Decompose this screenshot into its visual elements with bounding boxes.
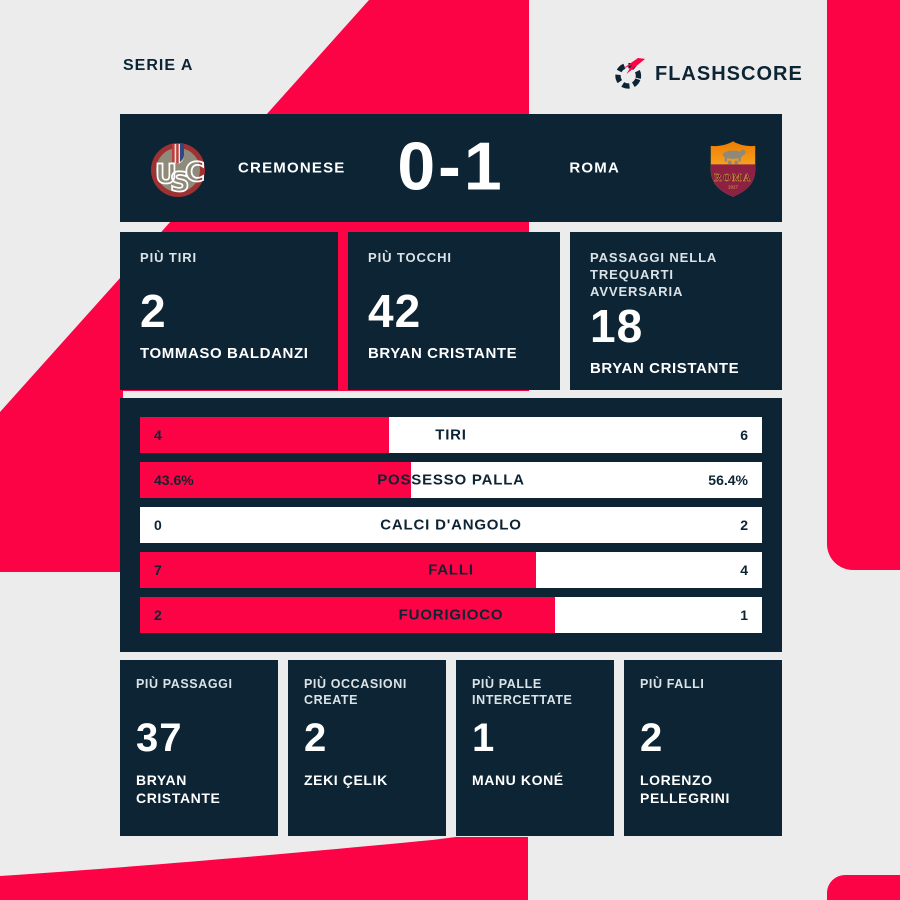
score-away: 1 [463,128,505,205]
stat-card-piu-tiri: PIÙ TIRI 2 TOMMASO BALDANZI [120,232,338,390]
stat-card-value: 2 [640,716,664,760]
stat-label: FUORIGIOCO [398,606,504,624]
home-value: 0 [154,517,162,533]
stat-card-label: PIÙ TIRI [140,250,198,265]
stat-card-palle-intercettate: PIÙ PALLE INTERCETTATE 1 MANU KONÉ [456,660,614,836]
stat-card-player: LORENZO PELLEGRINI [640,772,731,806]
cremonese-crest-icon: U S C [151,143,206,199]
stat-card-player: BRYAN CRISTANTE [368,345,518,362]
stat-card-piu-tocchi: PIÙ TOCCHI 42 BRYAN CRISTANTE [348,232,560,390]
stat-bar-tiri: 4 TIRI 6 [140,417,762,453]
stat-bar-falli: 7 FALLI 4 [140,552,762,588]
away-value: 4 [740,562,748,578]
stat-label: FALLI [428,561,474,579]
top-stat-cards-row: PIÙ TIRI 2 TOMMASO BALDANZI PIÙ TOCCHI 4… [120,232,782,390]
home-fill-bar [140,417,389,453]
stat-bar-calci-angolo: 0 CALCI D'ANGOLO 2 [140,507,762,543]
home-value: 7 [154,562,162,578]
stat-card-label: PIÙ PALLE INTERCETTATE [472,677,573,708]
stat-card-player: BRYAN CRISTANTE [136,772,221,806]
stat-label: POSSESSO PALLA [377,471,525,489]
stat-label: TIRI [435,426,467,444]
stat-card-value: 1 [472,716,496,760]
stat-bar-fuorigioco: 2 FUORIGIOCO 1 [140,597,762,633]
home-fill-bar [140,462,412,498]
stat-bar-possesso: 43.6% POSSESSO PALLA 56.4% [140,462,762,498]
stat-card-piu-falli: PIÙ FALLI 2 LORENZO PELLEGRINI [624,660,782,836]
flashscore-logo: FLASHSCORE [614,58,803,90]
cremonese-letter-s: S [170,167,189,198]
stat-card-passaggi-trequarti: PASSAGGI NELLA TREQUARTI AVVERSARIA 18 B… [570,232,782,390]
stat-card-label: PASSAGGI NELLA TREQUARTI AVVERSARIA [590,250,717,299]
stat-card-value: 37 [136,716,183,760]
stat-card-value: 2 [304,716,328,760]
away-value: 56.4% [708,472,748,488]
flashscore-icon [615,58,646,89]
score: 0-1 [397,133,504,201]
stat-card-piu-passaggi: PIÙ PASSAGGI 37 BRYAN CRISTANTE [120,660,278,836]
roma-crest-text: ROMA [714,173,752,184]
league-label: SERIE A [123,57,194,74]
stat-card-label: PIÙ FALLI [640,677,705,691]
roma-crest-icon: ROMA 1927 [710,141,756,197]
stat-card-player: ZEKI ÇELIK [304,772,388,788]
score-home: 0 [397,128,439,205]
stat-card-label: PIÙ TOCCHI [368,250,452,265]
away-value: 2 [740,517,748,533]
home-fill-bar [140,552,536,588]
right-pink-bar [827,0,900,570]
bottom-right-pink-corner [827,875,900,900]
flashscore-wordmark: FLASHSCORE [655,62,803,85]
stat-card-player: BRYAN CRISTANTE [590,359,740,377]
match-stats-panel: 4 TIRI 6 43.6% POSSESSO PALLA 56.4% 0 CA… [120,398,782,652]
away-value: 6 [740,427,748,443]
score-separator: - [438,128,464,205]
bottom-left-pink-wedge [0,837,528,900]
home-value: 43.6% [154,472,194,488]
roma-crest-year: 1927 [728,184,739,189]
home-team-name: CREMONESE [238,159,346,177]
stat-card-piu-occasioni: PIÙ OCCASIONI CREATE 2 ZEKI ÇELIK [288,660,446,836]
away-team-name: ROMA [569,159,620,177]
cremonese-letter-c: C [185,157,205,188]
stat-card-value: 18 [590,299,644,352]
home-value: 4 [154,427,162,443]
stat-card-label: PIÙ OCCASIONI CREATE [304,677,407,708]
away-value: 1 [740,607,748,623]
home-value: 2 [154,607,162,623]
stat-card-value: 42 [368,285,422,337]
stat-card-player: TOMMASO BALDANZI [140,345,309,362]
stat-card-value: 2 [140,285,167,337]
stat-card-label: PIÙ PASSAGGI [136,677,233,691]
cremonese-letter-u: U [155,159,177,190]
stat-label: CALCI D'ANGOLO [380,516,522,534]
bottom-stat-cards-row: PIÙ PASSAGGI 37 BRYAN CRISTANTE PIÙ OCCA… [120,660,782,836]
home-fill-bar [140,597,555,633]
scoreboard: U S C CREMONESE 0-1 ROMA [120,114,782,222]
stat-card-player: MANU KONÉ [472,772,564,788]
